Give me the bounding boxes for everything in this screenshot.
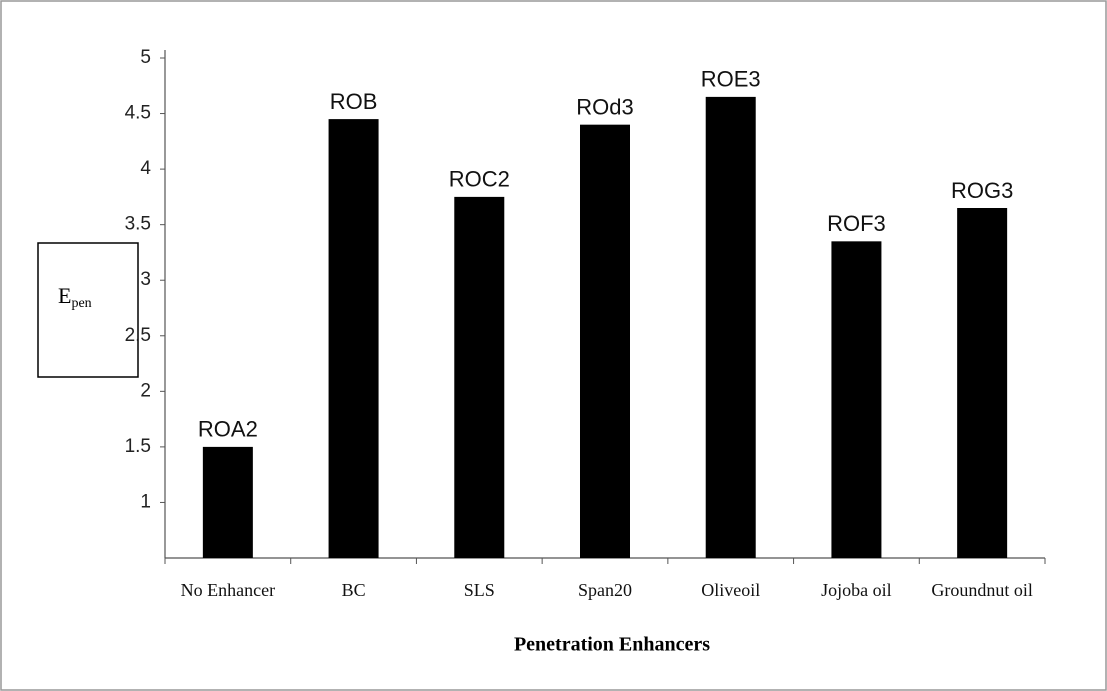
- y-label-sub: pen: [71, 296, 91, 311]
- bar-label: ROE3: [701, 67, 761, 92]
- bar: [831, 241, 882, 559]
- bar-label: ROC2: [449, 167, 510, 192]
- bar: [580, 124, 630, 559]
- y-tick-label: 4: [140, 158, 151, 179]
- y-label-box: [37, 242, 139, 378]
- y-tick-label: 1: [140, 491, 151, 512]
- x-tick-label: Groundnut oil: [931, 580, 1033, 600]
- y-tick-label: 4.5: [125, 103, 151, 124]
- y-tick-label: 3: [140, 269, 151, 290]
- y-label: Epen: [58, 283, 92, 311]
- bar-label: ROd3: [576, 94, 633, 119]
- x-tick-label: No Enhancer: [181, 580, 275, 600]
- bar: [957, 208, 1008, 558]
- y-label-main: E: [58, 283, 71, 308]
- bar-label: ROF3: [827, 211, 886, 236]
- x-tick-label: Span20: [578, 580, 632, 600]
- bar-label: ROB: [330, 89, 378, 114]
- y-tick-label: 5: [140, 47, 151, 68]
- bar-label: ROG3: [951, 178, 1013, 203]
- bar: [454, 196, 505, 558]
- bar: [202, 446, 253, 558]
- y-tick-label: 2: [140, 380, 151, 401]
- x-tick-label: Oliveoil: [701, 580, 760, 600]
- bar: [328, 119, 379, 558]
- x-tick-label: SLS: [464, 580, 495, 600]
- bar-label: ROA2: [198, 417, 258, 442]
- bar: [705, 96, 756, 558]
- x-axis-title: Penetration Enhancers: [514, 634, 710, 656]
- x-tick-label: BC: [342, 580, 366, 600]
- y-tick-label: 3.5: [125, 214, 151, 235]
- y-tick-label: 1.5: [125, 436, 151, 457]
- y-tick-label: 2.5: [125, 325, 151, 346]
- x-tick-label: Jojoba oil: [821, 580, 892, 600]
